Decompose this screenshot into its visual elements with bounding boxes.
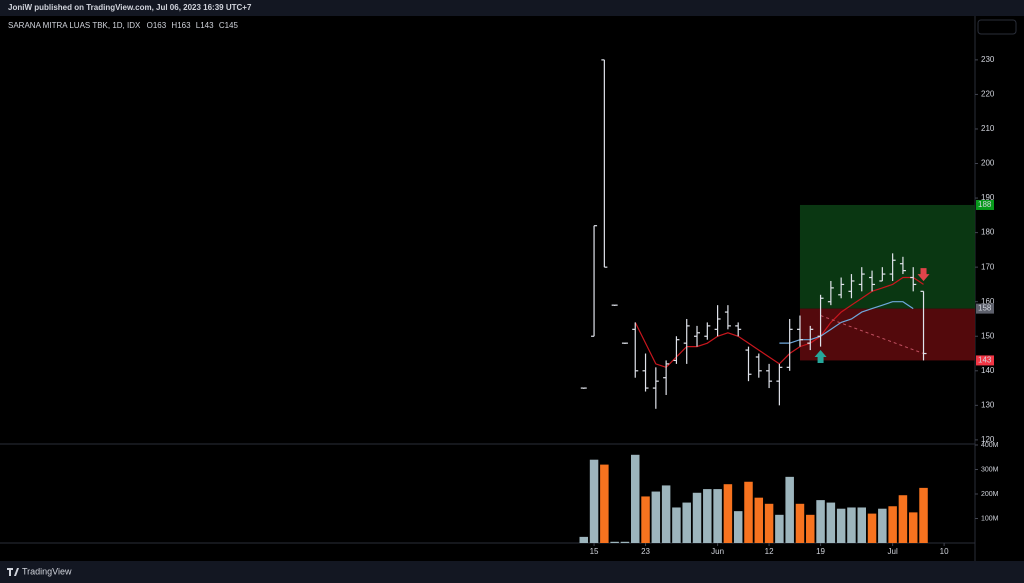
- volume-bar: [579, 536, 589, 543]
- y-tick-label: 190: [981, 193, 995, 202]
- volume-bar: [764, 503, 774, 543]
- volume-bar: [806, 514, 815, 543]
- volume-bar: [651, 491, 661, 543]
- y-tick-label: 140: [981, 366, 995, 375]
- volume-bar: [733, 511, 743, 543]
- volume-bar: [692, 492, 702, 543]
- volume-tick-label: 400M: [981, 442, 999, 449]
- y-tick-label: 220: [981, 90, 995, 99]
- publish-info: JoniW published on TradingView.com, Jul …: [8, 3, 252, 12]
- brand-logo: [7, 568, 19, 576]
- x-tick-label: 19: [816, 547, 825, 556]
- signal-arrow: [917, 268, 930, 282]
- price-badge: [976, 199, 994, 210]
- volume-bar: [888, 506, 897, 543]
- x-tick-label: Jul: [888, 547, 898, 556]
- legend-open: 163: [153, 21, 167, 30]
- volume-bar: [785, 476, 794, 543]
- legend-high: 163: [177, 21, 191, 30]
- volume-bar: [589, 459, 599, 543]
- settings-button[interactable]: [977, 19, 1017, 35]
- x-tick-label: 15: [590, 547, 599, 556]
- target-zone: [799, 204, 975, 309]
- legend-symbol: SARANA MITRA LUAS TBK, 1D, IDX: [8, 21, 141, 30]
- volume-bar: [857, 507, 866, 543]
- legend-l-label: L: [196, 21, 201, 30]
- volume-bar: [898, 495, 908, 543]
- volume-bar: [878, 508, 887, 543]
- volume-bar: [630, 454, 640, 543]
- volume-bar: [775, 514, 784, 543]
- chart-layer: 120 130 140 150 160 170 180 190 200 210 220 230 100M…: [579, 55, 999, 556]
- volume-bar: [713, 489, 722, 543]
- x-tick-label: 12: [765, 547, 774, 556]
- x-tick-label: Jun: [711, 547, 724, 556]
- brand: TradingView: [22, 566, 72, 576]
- legend-close: 145: [225, 21, 239, 30]
- volume-bar: [661, 485, 671, 543]
- volume-bar: [672, 507, 681, 543]
- y-tick-label: 210: [981, 124, 995, 133]
- volume-bar: [620, 541, 630, 543]
- price-badge: [976, 303, 994, 314]
- volume-bar: [826, 502, 836, 543]
- signal-arrow: [814, 349, 827, 363]
- price-badge-label: 158: [978, 304, 992, 313]
- legend-c-label: C: [219, 21, 225, 30]
- volume-bar: [908, 512, 918, 543]
- y-tick-label: 130: [981, 400, 995, 409]
- volume-bar: [919, 487, 928, 543]
- legend: SARANA MITRA LUAS TBK, 1D, IDX O163 H163…: [8, 21, 239, 30]
- trend-line: [820, 315, 924, 354]
- legend-h-label: H: [171, 21, 177, 30]
- price-badge-label: 143: [978, 356, 992, 365]
- volume-bar: [641, 496, 650, 543]
- bottom-bar: [0, 561, 1024, 583]
- volume-bar: [867, 513, 877, 543]
- y-tick-label: 150: [981, 331, 995, 340]
- y-tick-label: 120: [981, 435, 995, 444]
- volume-bar: [836, 508, 846, 543]
- y-tick-label: 200: [981, 159, 995, 168]
- volume-tick-label: 100M: [981, 515, 999, 522]
- legend-o-label: O: [147, 21, 153, 30]
- x-tick-label: 23: [641, 547, 650, 556]
- price-badge-label: 188: [978, 200, 992, 209]
- volume-bar: [744, 481, 753, 543]
- volume-tick-label: 300M: [981, 466, 999, 473]
- volume-bar: [682, 502, 691, 543]
- volume-bar: [795, 503, 805, 543]
- price-badge: [976, 355, 994, 366]
- top-bar: [0, 0, 1024, 16]
- y-tick-label: 180: [981, 228, 995, 237]
- volume-bar: [610, 541, 619, 543]
- volume-bar: [600, 464, 609, 543]
- volume-bar: [703, 489, 712, 543]
- volume-bar: [847, 507, 856, 543]
- volume-bar: [816, 500, 825, 543]
- stop-zone: [799, 308, 975, 361]
- volume-bar: [754, 497, 764, 543]
- volume-bar: [723, 484, 733, 543]
- y-tick-label: 160: [981, 297, 995, 306]
- legend-low: 143: [200, 21, 214, 30]
- y-tick-label: 170: [981, 262, 995, 271]
- y-tick-label: 230: [981, 55, 995, 64]
- x-tick-label: 10: [940, 547, 949, 556]
- volume-tick-label: 200M: [981, 491, 999, 498]
